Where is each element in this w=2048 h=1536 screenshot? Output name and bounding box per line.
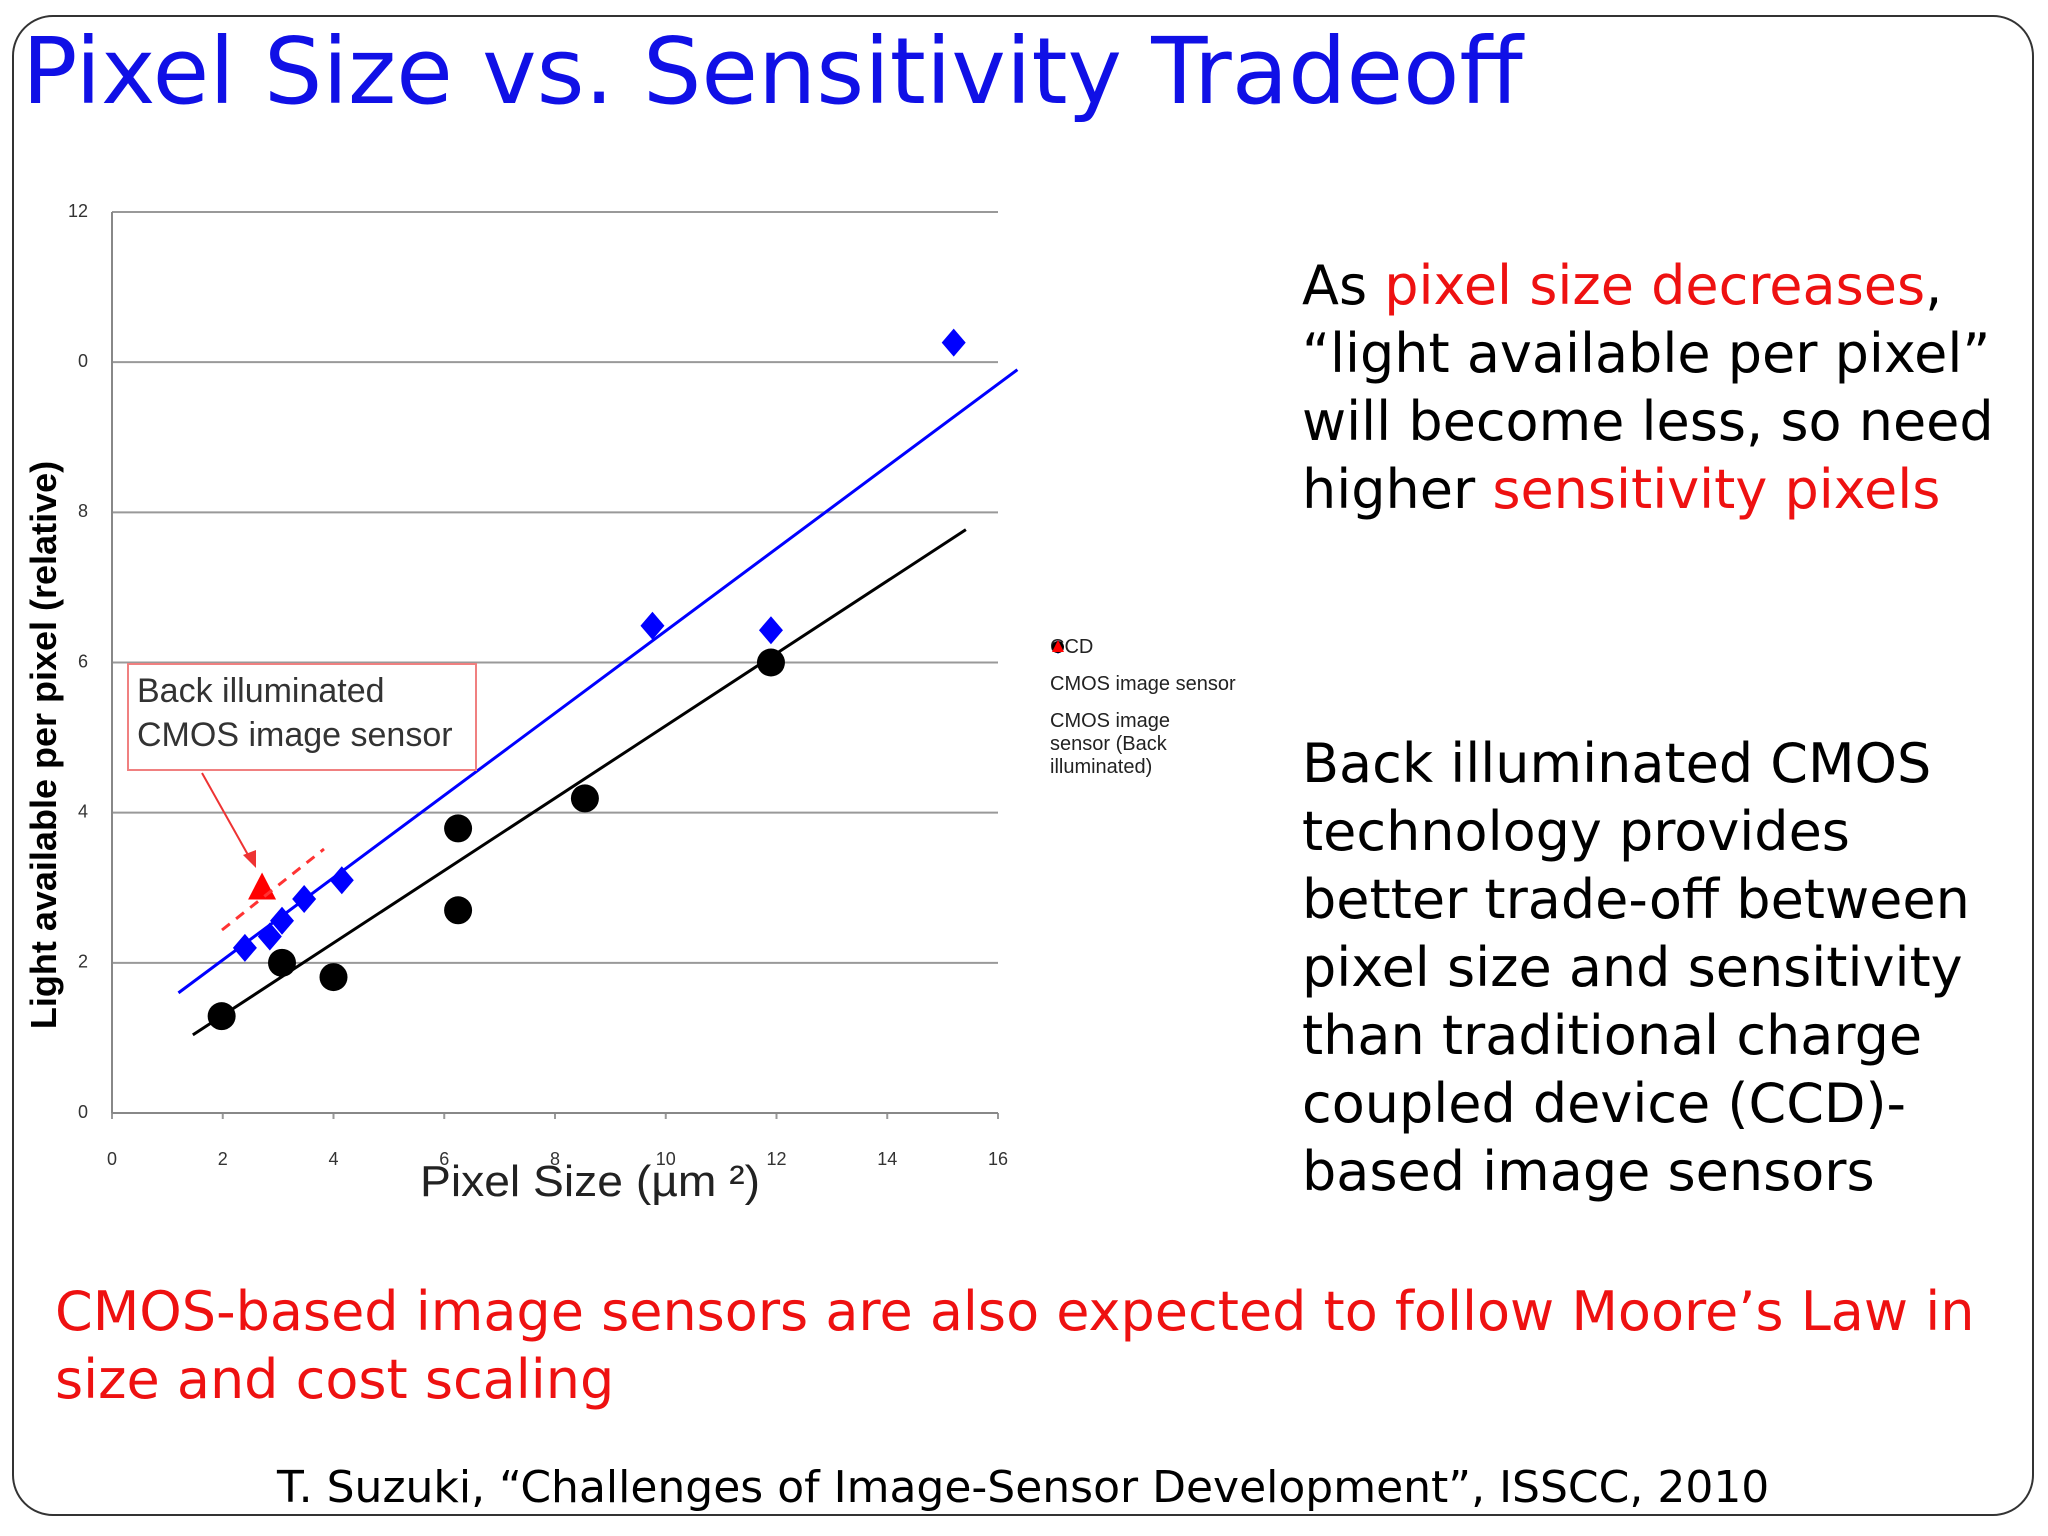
x-tick-label: 2 <box>218 1149 228 1169</box>
x-tick-label: 0 <box>107 1149 117 1169</box>
x-tick-label: 12 <box>766 1149 786 1169</box>
annotation: Back illuminated CMOS image sensor <box>127 663 477 771</box>
annotation-arrowhead <box>243 850 256 868</box>
y-tick-label: 0 <box>78 351 88 371</box>
x-axis-label: Pixel Size (µm ²) <box>420 1157 760 1206</box>
y-axis-label: Light available per pixel (relative) <box>23 461 64 1029</box>
x-tick-label: 14 <box>877 1149 897 1169</box>
note-text: , “light available per pixel” will becom… <box>1302 254 1994 521</box>
conclusion: CMOS-based image sensors are also expect… <box>55 1280 1975 1411</box>
legend-label: CCD <box>1050 636 1094 658</box>
trendline <box>177 368 1019 995</box>
slide-border <box>12 15 2034 1516</box>
legend-label: CMOS image sensor (Back illuminated) <box>1050 710 1171 778</box>
point <box>232 933 257 962</box>
note-highlight: pixel size decreases <box>1384 254 1926 317</box>
note-text: As <box>1302 254 1385 317</box>
legend-label: CMOS image sensor <box>1050 673 1236 695</box>
legend: CCD CMOS image sensor CMOS image sensor (B… <box>1050 636 1270 793</box>
slide-title: Pixel Size vs. Sensitivity Tradeoff <box>22 18 1523 125</box>
point <box>257 922 282 951</box>
point <box>207 1002 236 1031</box>
trendline <box>192 528 967 1037</box>
point <box>640 611 665 640</box>
x-tick-label: 16 <box>988 1149 1008 1169</box>
point <box>319 963 348 992</box>
point <box>248 872 277 900</box>
x-tick-label: 8 <box>550 1149 560 1169</box>
point <box>570 784 599 813</box>
legend-item: CCD <box>1050 636 1270 659</box>
plot: 0 2 4 6 8 0 12 0 2 4 6 8 10 12 14 16 Pixel Size (µm ²) Li… <box>23 201 1019 1206</box>
point <box>329 866 354 895</box>
citation: T. Suzuki, “Challenges of Image-Sensor D… <box>277 1462 1770 1513</box>
note-highlight: sensitivity pixels <box>1492 458 1941 521</box>
legend-item: CMOS image sensor (Back illuminated) <box>1050 640 1270 779</box>
point <box>268 948 297 977</box>
x-tick-label: 4 <box>328 1149 338 1169</box>
point <box>941 328 966 357</box>
y-tick-label: 2 <box>78 952 88 972</box>
y-tick-label: 0 <box>78 1102 88 1122</box>
point <box>270 906 295 935</box>
legend-symbol <box>1052 640 1064 652</box>
y-tick-label: 12 <box>68 201 88 221</box>
y-tick-label: 6 <box>78 651 88 671</box>
note-2: Back illuminated CMOS technology provide… <box>1302 732 1970 1203</box>
point <box>756 648 785 677</box>
x-tick-label: 6 <box>439 1149 449 1169</box>
y-tick-label: 8 <box>78 501 88 521</box>
point <box>758 616 783 645</box>
x-tick-label: 10 <box>656 1149 676 1169</box>
legend-marker <box>1052 640 1064 652</box>
y-tick-label: 4 <box>78 801 88 821</box>
annotation-dash <box>221 847 325 932</box>
point <box>444 814 473 843</box>
point <box>292 885 317 914</box>
point <box>444 896 473 925</box>
legend-item: CMOS image sensor <box>1050 641 1270 696</box>
note-1: As pixel size decreases, “light availabl… <box>1302 252 2022 524</box>
annotation-arrow <box>201 772 253 863</box>
